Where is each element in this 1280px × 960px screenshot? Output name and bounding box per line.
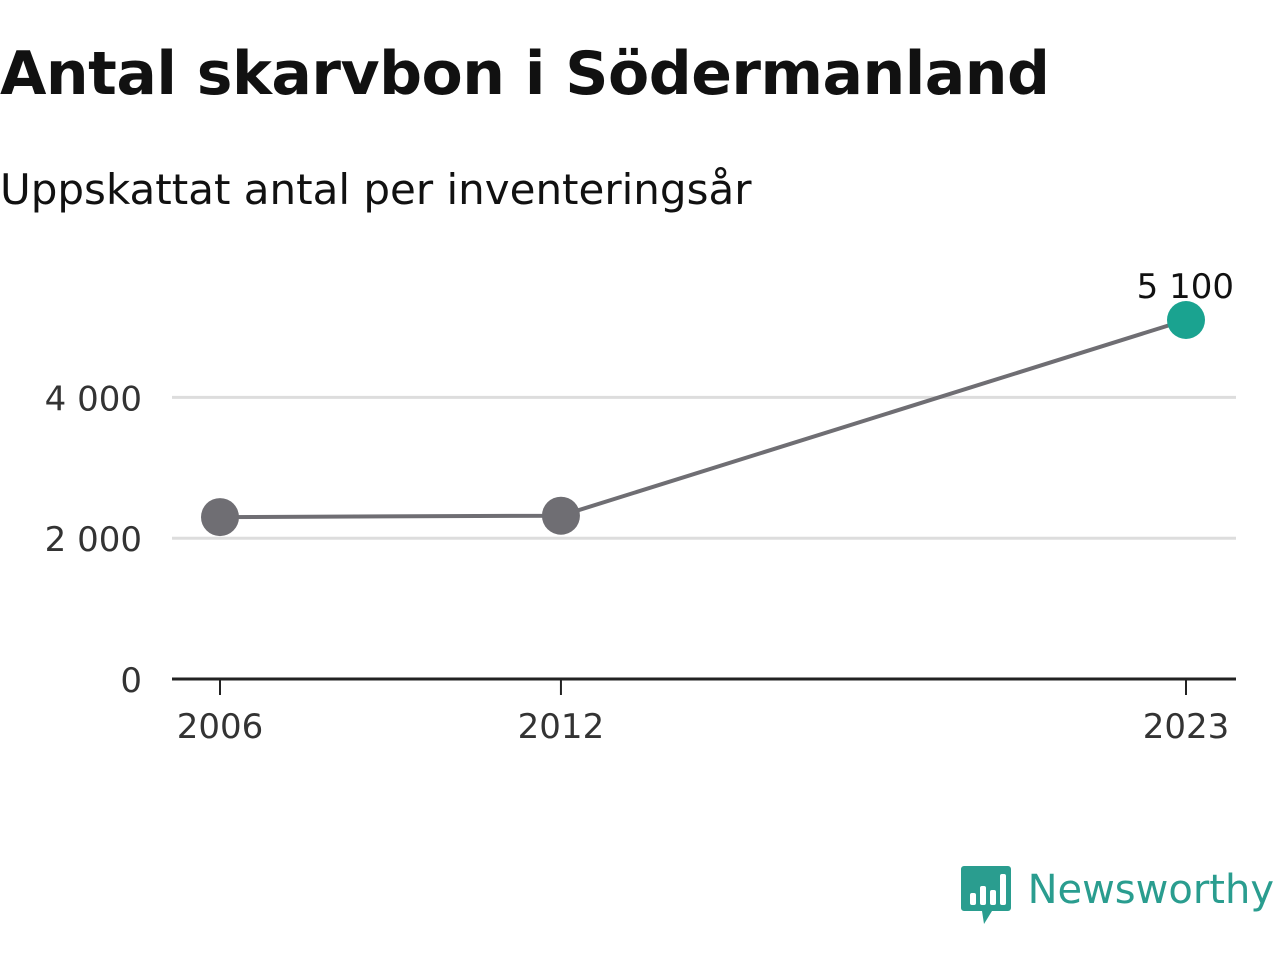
chart-subtitle: Uppskattat antal per inventeringsår	[0, 165, 752, 214]
x-axis: 2006 2012 2023	[172, 677, 1236, 747]
newsworthy-logo-icon	[960, 866, 1011, 924]
x-tick-label: 2006	[177, 707, 264, 747]
y-tick-label: 4 000	[45, 379, 142, 419]
x-tick-label: 2012	[518, 707, 605, 747]
y-tick-label: 0	[120, 661, 142, 701]
data-point	[201, 498, 239, 537]
highlight-point	[1167, 301, 1205, 339]
data-label: 5 100	[1137, 267, 1234, 307]
x-tick-label: 2023	[1143, 707, 1230, 747]
data-point	[541, 496, 580, 535]
series	[201, 301, 1205, 537]
newsworthy-brand: Newsworthy	[960, 864, 1274, 926]
y-axis: 0 2 000 4 000	[45, 379, 142, 701]
brand-name: Newsworthy	[1027, 867, 1274, 913]
y-tick-label: 2 000	[45, 520, 142, 560]
data-labels: 5 100	[1137, 267, 1234, 307]
gridlines	[172, 395, 1236, 540]
chart-title: Antal skarvbon i Södermanland	[0, 39, 1050, 109]
series-line	[219, 318, 1187, 520]
